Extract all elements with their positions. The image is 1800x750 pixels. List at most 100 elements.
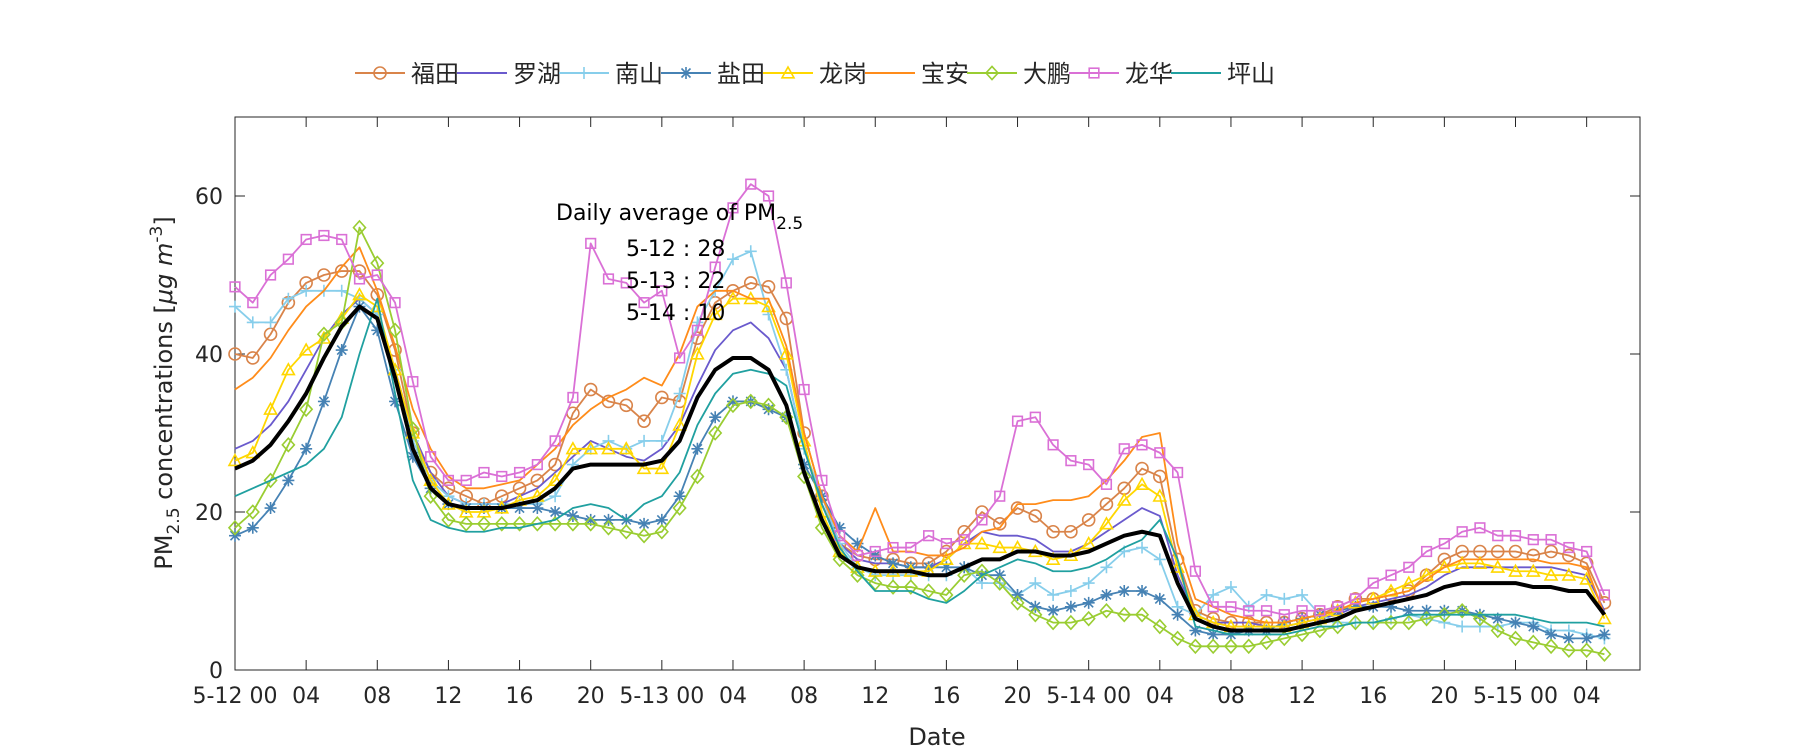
data-point [1154,447,1166,459]
data-point [1260,605,1273,617]
data-point [282,292,295,305]
data-point [352,287,367,301]
data-point [1454,555,1470,569]
data-point [1136,439,1148,451]
data-point [636,527,652,544]
data-point [1598,589,1611,601]
data-point [1010,501,1025,515]
data-point [547,472,563,487]
data-point [780,277,792,289]
data-point [709,261,721,273]
data-point [264,316,277,329]
x-tick-label: 20 [1004,684,1032,709]
data-point [1170,559,1185,573]
legend-label: 罗湖 [513,60,561,88]
x-tick-label: 04 [292,684,320,709]
data-point [1474,522,1486,534]
data-point [1402,604,1415,617]
series-baoan [234,246,1606,624]
data-point [1206,638,1221,655]
data-point [1508,544,1523,559]
data-point [869,549,882,562]
data-point [1134,476,1150,490]
x-tick-label: 04 [719,684,747,709]
y-tick-label: 0 [209,659,223,684]
data-point [583,516,598,532]
data-point [1082,596,1095,609]
data-point [1438,604,1451,617]
data-point [1367,577,1379,589]
y-axis-label-unit: μg m [150,243,178,306]
data-point [904,561,917,574]
data-point [1580,632,1593,645]
tick-labels: 0 20 40 60 5-12 00 04 08 12 16 20 5-13 00 04 08 12 16 2… [193,185,1601,709]
data-point [761,397,776,414]
data-point [371,269,383,281]
data-point [1011,588,1024,601]
data-point [1045,551,1061,566]
data-point [584,513,597,526]
data-point [957,567,972,583]
data-point [583,441,599,455]
data-point [1545,534,1557,546]
data-point [655,390,669,405]
data-point [691,316,704,329]
data-point [690,468,705,485]
data-point [869,545,881,558]
data-point [725,397,741,414]
data-point [407,376,419,388]
data-point [1473,620,1486,633]
data-point [1081,535,1097,550]
y-axis-label-sup: -3 [147,226,167,243]
data-point [565,516,580,532]
data-point [780,65,796,79]
data-point [1545,628,1558,641]
data-point [992,575,1007,591]
data-point [1563,541,1575,554]
legend-label: 宝安 [921,60,969,88]
data-point [245,445,261,459]
data-point [531,458,543,471]
data-point [1135,461,1149,476]
data-point [903,579,918,595]
series-line-baoan [234,246,1606,624]
data-point [1029,577,1042,590]
data-point [1492,530,1504,542]
data-point [1561,642,1576,659]
data-point [707,306,723,321]
legend-item-luohu: 罗湖 [457,60,561,88]
data-point [1561,567,1577,581]
data-point [1153,592,1166,605]
data-point [1544,544,1558,559]
data-point [229,300,241,313]
data-point [229,281,241,293]
x-tick-label: 5-12 00 [193,684,278,709]
data-point [1243,605,1255,617]
data-point [672,417,687,431]
x-tick-label: 20 [1430,684,1458,709]
data-point [300,284,313,297]
data-point [1116,492,1132,506]
legend-label: 南山 [615,60,663,88]
data-point [1296,588,1309,601]
x-tick-label: 08 [790,684,818,709]
data-point [282,474,295,487]
x-tick-label: 5-14 00 [1046,684,1131,709]
data-point [638,434,651,447]
data-point [851,549,864,562]
data-point [1598,628,1611,641]
data-point [994,490,1006,502]
legend-item-longhua: 龙华 [1069,60,1173,88]
data-point [1509,530,1522,542]
data-point [602,434,615,447]
data-point [1508,630,1523,647]
x-axis-label: Date [908,723,965,750]
legend-item-futian: 福田 [355,60,459,88]
data-point [227,520,243,536]
data-point [300,233,312,246]
data-point [441,512,456,528]
data-point [618,441,634,455]
data-point [1207,628,1220,641]
data-point [725,291,741,305]
data-point [1064,585,1077,597]
